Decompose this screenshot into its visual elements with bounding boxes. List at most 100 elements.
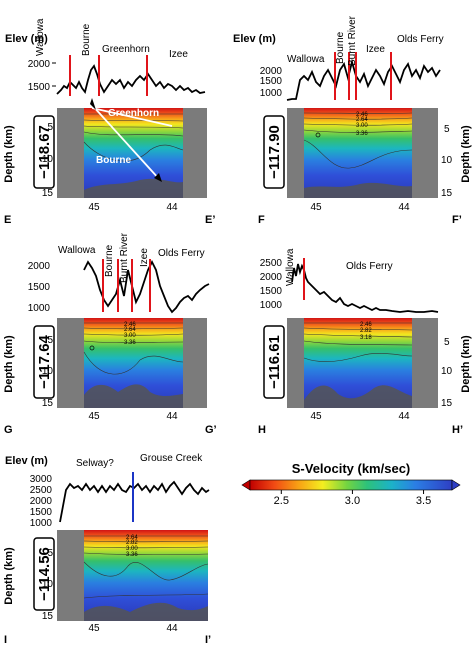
depth-axis-label: Depth (km) xyxy=(460,125,472,183)
contour-label: 3.00 xyxy=(124,333,136,339)
elev-tick: 1000 xyxy=(260,300,283,311)
elev-tick: 1500 xyxy=(28,282,51,293)
terrane-label-izee: Izee xyxy=(169,49,188,60)
annotation-arrow xyxy=(91,107,173,127)
velocity-contours xyxy=(83,322,184,375)
elev-tick: 1500 xyxy=(260,76,283,87)
longitude-label: −117.64 xyxy=(36,334,53,388)
elev-tick: 2000 xyxy=(260,272,283,283)
elev-tick: 1500 xyxy=(260,286,283,297)
depth-tick: 10 xyxy=(42,579,54,590)
depth-tick: 15 xyxy=(42,611,54,622)
terrane-label-wallowa: Wallowa xyxy=(285,248,296,286)
longitude-box xyxy=(263,115,285,189)
terrane-label-izee: Izee xyxy=(366,44,385,55)
elev-tick: 1000 xyxy=(28,303,51,314)
depth-tick: 10 xyxy=(42,366,54,377)
elev-tick: 1500 xyxy=(30,507,53,518)
contour-label: 3.00 xyxy=(356,123,368,129)
colorbar-tick-label: 3.0 xyxy=(345,495,360,507)
profile-end-label: H’ xyxy=(452,424,463,436)
terrane-label-wallowa: Wallowa xyxy=(287,54,325,65)
contour-closure xyxy=(89,345,95,351)
basement-shading xyxy=(304,182,412,198)
longitude-box xyxy=(33,325,55,399)
basement-shading xyxy=(84,178,183,198)
colorbar-low-end xyxy=(241,479,251,491)
elev-label: Elev (m) xyxy=(5,33,48,45)
contour-label: 2.82 xyxy=(360,328,372,334)
profile-start-label: H xyxy=(258,424,266,436)
annotation-greenhorn: Greenhorn xyxy=(108,108,159,119)
colorbar-tick-label: 3.5 xyxy=(416,495,431,507)
depth-tick: 15 xyxy=(441,398,453,409)
longitude-label: −118.67 xyxy=(36,125,53,179)
elev-label: Elev (m) xyxy=(233,33,276,45)
longitude-box xyxy=(33,115,55,189)
depth-tick: 15 xyxy=(42,398,54,409)
contour-label: 3.36 xyxy=(356,131,368,137)
longitude-label: −117.90 xyxy=(266,125,283,179)
depth-tick: 15 xyxy=(42,188,54,199)
colorbar-ramp xyxy=(249,479,453,491)
colorbar-high-end xyxy=(451,479,461,491)
velocity-contours xyxy=(83,113,184,162)
depth-tick: 5 xyxy=(47,548,53,559)
basement-shading xyxy=(84,602,208,621)
contour-label: 3.36 xyxy=(126,552,138,558)
terrane-label-burnt-river: Burnt River xyxy=(119,232,130,283)
contour-closure xyxy=(315,132,321,138)
lat-tick: 44 xyxy=(398,411,410,422)
elev-tick: 1500 xyxy=(28,82,51,93)
depth-axis-label: Depth (km) xyxy=(3,547,15,605)
depth-tick: 5 xyxy=(47,335,53,346)
annotation-bourne: Bourne xyxy=(96,155,131,166)
depth-tick: 5 xyxy=(444,337,450,348)
colorbar-tick-label: 2.5 xyxy=(274,495,289,507)
depth-axis-label: Depth (km) xyxy=(460,335,472,393)
lat-tick: 45 xyxy=(310,202,322,213)
panel-f: Elev (m) 2000 1500 1000 Wallowa Bourne B… xyxy=(233,15,472,226)
basement-shading xyxy=(304,385,412,408)
arrowhead xyxy=(154,173,162,182)
contour-label: 2.46 xyxy=(124,322,136,328)
depth-tick: 15 xyxy=(441,188,453,199)
depth-axis-label: Depth (km) xyxy=(3,125,15,183)
lat-tick: 45 xyxy=(88,623,100,634)
terrane-label-bourne: Bourne xyxy=(104,244,115,277)
contour-label: 3.00 xyxy=(126,546,138,552)
contour-label: 2.64 xyxy=(126,535,138,541)
contour-label: 2.46 xyxy=(356,112,368,118)
depth-tick: 10 xyxy=(441,366,453,377)
longitude-box xyxy=(263,325,285,399)
lat-tick: 45 xyxy=(88,202,100,213)
terrane-label-selway: Selway? xyxy=(76,458,114,469)
velocity-contours xyxy=(83,535,209,599)
contour-label: 2.64 xyxy=(124,327,136,333)
terrane-label-olds-ferry: Olds Ferry xyxy=(346,261,393,272)
panel-e: Elev (m) 2000 1500 Wallowa Bourne Greenh… xyxy=(3,18,215,226)
velocity-cross-section xyxy=(304,108,412,198)
elev-tick: 2000 xyxy=(28,59,51,70)
depth-tick: 5 xyxy=(47,122,53,133)
elev-tick: 2500 xyxy=(260,258,283,269)
lat-tick: 44 xyxy=(398,202,410,213)
colorbar: S-Velocity (km/sec) 2.5 3.0 3.5 xyxy=(241,461,461,507)
depth-axis-label: Depth (km) xyxy=(3,335,15,393)
profile-end-label: E’ xyxy=(205,214,215,226)
depth-tick: 10 xyxy=(441,155,453,166)
profile-end-label: I’ xyxy=(205,634,211,646)
terrane-label-olds-ferry: Olds Ferry xyxy=(158,248,205,259)
terrane-label-bourne: Bourne xyxy=(81,23,92,56)
contour-label: 3.18 xyxy=(360,335,372,341)
contour-label: 2.46 xyxy=(360,322,372,328)
terrane-label-wallowa: Wallowa xyxy=(58,245,96,256)
lat-tick: 44 xyxy=(166,623,178,634)
profile-start-label: I xyxy=(4,634,7,646)
elev-tick: 1000 xyxy=(260,88,283,99)
contour-label: 3.36 xyxy=(124,340,136,346)
elev-tick: 2000 xyxy=(260,66,283,77)
elev-tick: 2000 xyxy=(30,496,53,507)
panel-g: 2000 1500 1000 Wallowa Bourne Burnt Rive… xyxy=(3,232,217,436)
